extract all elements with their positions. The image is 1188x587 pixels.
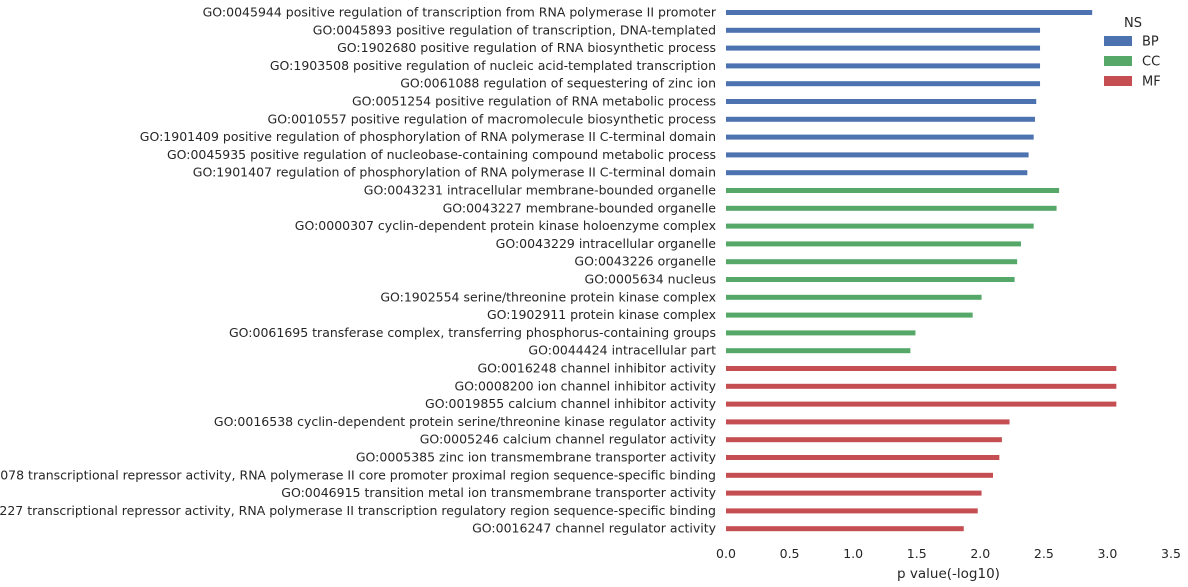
category-labels: GO:0045944 positive regulation of transc… (0, 5, 717, 536)
bar-bp (726, 134, 1034, 140)
x-axis-title: p value(-log10) (897, 566, 1000, 582)
legend-swatch-mf (1104, 76, 1132, 86)
legend-label-mf: MF (1142, 75, 1161, 90)
x-tick-label: 2.0 (970, 546, 990, 561)
bar-mf (726, 383, 1117, 389)
x-tick-label: 2.5 (1034, 546, 1054, 561)
legend: NS BP CC MF (1104, 16, 1161, 90)
x-tick-label: 0.0 (716, 546, 736, 561)
bar-cc (726, 241, 1021, 247)
bar-bp (726, 10, 1093, 15)
bar-cc (726, 259, 1018, 265)
bar-cc (726, 188, 1060, 193)
legend-label-bp: BP (1142, 35, 1159, 50)
category-label: GO:0045944 positive regulation of transc… (203, 5, 717, 20)
category-label: GO:0045893 positive regulation of transc… (313, 22, 716, 37)
bar-mf (726, 526, 964, 532)
category-label: GO:0044424 intracellular part (528, 343, 716, 358)
legend-label-cc: CC (1142, 55, 1160, 70)
category-label: GO:0051254 positive regulation of RNA me… (352, 94, 716, 109)
category-label: GO:0043231 intracellular membrane-bounde… (364, 183, 717, 198)
bar-mf (726, 366, 1117, 371)
category-label: GO:0043226 organelle (574, 254, 716, 269)
category-label: GO:0045935 positive regulation of nucleo… (167, 147, 716, 162)
category-label: GO:1902554 serine/threonine protein kina… (380, 289, 716, 304)
category-label: GO:0001078 transcriptional repressor act… (0, 467, 716, 482)
category-label: GO:0008200 ion channel inhibitor activit… (454, 378, 716, 393)
category-label: GO:0061695 transferase complex, transfer… (229, 325, 716, 340)
category-label: GO:0016538 cyclin-dependent protein seri… (214, 414, 717, 429)
bar-cc (726, 205, 1057, 211)
bar-mf (726, 437, 1002, 443)
bar-cc (726, 312, 973, 318)
bar-mf (726, 419, 1010, 425)
bar-mf (726, 472, 993, 478)
legend-swatch-bp (1104, 36, 1132, 46)
x-tick-label: 0.5 (780, 546, 800, 561)
legend-swatch-cc (1104, 56, 1132, 66)
x-tick-label: 1.5 (907, 546, 927, 561)
category-label: GO:0001227 transcriptional repressor act… (0, 503, 716, 518)
bar-mf (726, 490, 982, 496)
category-label: GO:0005246 calcium channel regulator act… (420, 432, 717, 447)
category-label: GO:0010557 positive regulation of macrom… (268, 111, 716, 126)
category-label: GO:0043227 membrane-bounded organelle (443, 200, 717, 215)
category-label: GO:0061088 regulation of sequestering of… (400, 76, 716, 91)
bar-cc (726, 330, 916, 336)
legend-title: NS (1124, 16, 1142, 31)
bar-mf (726, 401, 1117, 407)
category-label: GO:0019855 calcium channel inhibitor act… (425, 396, 717, 411)
bar-bp (726, 170, 1028, 176)
bar-cc (726, 294, 982, 300)
category-label: GO:1902911 protein kinase complex (487, 307, 716, 322)
x-axis: 0.0 0.5 1.0 1.5 2.0 2.5 3.0 3.5 (716, 546, 1181, 561)
bars (726, 10, 1117, 532)
category-label: GO:0046915 transition metal ion transmem… (281, 485, 716, 500)
category-label: GO:0005385 zinc ion transmembrane transp… (356, 450, 717, 465)
bar-cc (726, 277, 1015, 282)
category-label: GO:0005634 nucleus (585, 272, 716, 287)
category-label: GO:0000307 cyclin-dependent protein kina… (295, 218, 716, 233)
category-label: GO:0043229 intracellular organelle (496, 236, 717, 251)
bar-mf (726, 508, 978, 514)
bar-cc (726, 348, 911, 354)
category-label: GO:0016247 channel regulator activity (472, 521, 716, 536)
bar-bp (726, 45, 1041, 51)
x-tick-label: 3.0 (1097, 546, 1117, 561)
bar-mf (726, 455, 1000, 460)
bar-bp (726, 116, 1035, 122)
x-tick-label: 1.0 (843, 546, 863, 561)
category-label: GO:1902680 positive regulation of RNA bi… (337, 40, 716, 55)
bar-bp (726, 63, 1041, 69)
category-label: GO:1901407 regulation of phosphorylation… (193, 165, 716, 180)
bar-bp (726, 99, 1037, 104)
category-label: GO:0016248 channel inhibitor activity (477, 361, 716, 376)
bar-bp (726, 81, 1041, 87)
category-label: GO:1901409 positive regulation of phosph… (140, 129, 716, 144)
category-label: GO:1903508 positive regulation of nuclei… (270, 58, 716, 73)
bar-bp (726, 152, 1029, 158)
x-tick-label: 3.5 (1161, 546, 1181, 561)
bar-cc (726, 223, 1034, 229)
bar-bp (726, 27, 1041, 33)
